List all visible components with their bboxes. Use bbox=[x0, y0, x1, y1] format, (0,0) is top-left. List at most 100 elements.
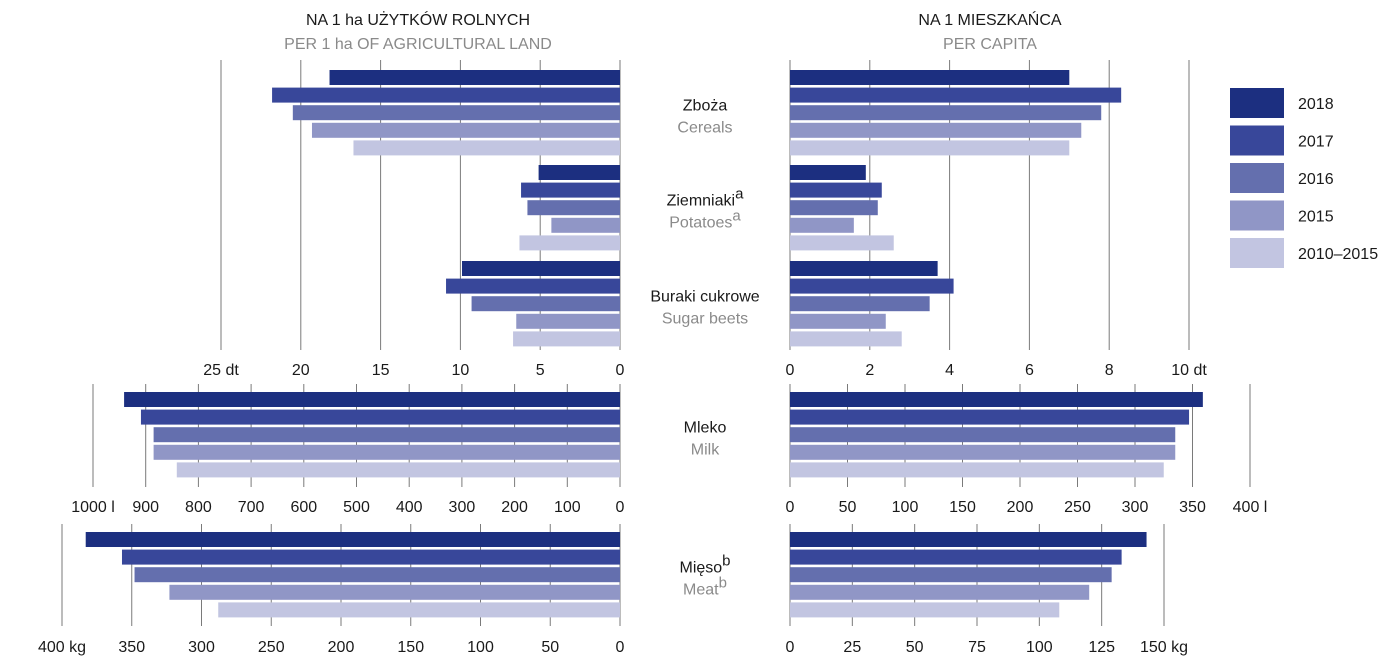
bar bbox=[790, 235, 894, 251]
legend-label: 2017 bbox=[1298, 134, 1334, 151]
tick-label: 6 bbox=[1025, 362, 1034, 379]
right-subtitle: PER CAPITA bbox=[943, 36, 1037, 53]
legend-swatch bbox=[1230, 200, 1284, 231]
bar bbox=[790, 549, 1122, 565]
tick-label: 5 bbox=[536, 362, 545, 379]
bar bbox=[513, 331, 620, 347]
tick-label: 0 bbox=[616, 499, 625, 516]
bar bbox=[527, 200, 620, 216]
footnote-marker: a bbox=[735, 186, 744, 203]
tick-label: 300 bbox=[1122, 499, 1149, 516]
category-label: Ziemniakia bbox=[667, 186, 744, 210]
tick-label: 50 bbox=[906, 639, 924, 656]
category-sublabel: Sugar beets bbox=[662, 311, 748, 328]
tick-label: 100 bbox=[1026, 639, 1053, 656]
category-sublabel: Potatoesa bbox=[669, 208, 741, 232]
tick-label: 200 bbox=[328, 639, 355, 656]
bar bbox=[790, 217, 854, 233]
tick-label: 350 bbox=[118, 639, 145, 656]
category-sublabel: Milk bbox=[691, 442, 720, 459]
bar bbox=[169, 584, 621, 600]
bar bbox=[218, 602, 621, 618]
tick-label: 0 bbox=[616, 639, 625, 656]
tick-label: 1000 l bbox=[71, 499, 115, 516]
bar bbox=[790, 87, 1122, 103]
bar bbox=[85, 532, 621, 547]
bar bbox=[790, 313, 886, 329]
bar bbox=[790, 409, 1190, 425]
bar bbox=[519, 235, 620, 251]
bar bbox=[790, 567, 1112, 583]
tick-label: 700 bbox=[238, 499, 265, 516]
bar bbox=[790, 427, 1176, 443]
legend-label: 2010–2015 bbox=[1298, 246, 1378, 263]
bar bbox=[516, 313, 620, 329]
category-sublabel: Cereals bbox=[677, 120, 732, 137]
legend-swatch bbox=[1230, 238, 1284, 268]
tick-label: 200 bbox=[1007, 499, 1034, 516]
tick-label: 400 bbox=[396, 499, 423, 516]
category-label: Mięsob bbox=[679, 553, 730, 577]
tick-label: 10 dt bbox=[1171, 362, 1207, 379]
tick-label: 800 bbox=[185, 499, 212, 516]
bar bbox=[790, 105, 1102, 121]
footnote-marker: b bbox=[719, 575, 727, 592]
bar bbox=[790, 140, 1070, 156]
tick-label: 25 dt bbox=[203, 362, 239, 379]
right-title: NA 1 MIESZKAŃCA bbox=[918, 10, 1061, 29]
bar bbox=[329, 70, 620, 85]
legend: 2018 2017 2016 2015 2010–2015 bbox=[1230, 88, 1378, 268]
bar bbox=[790, 462, 1164, 478]
tick-label: 10 bbox=[452, 362, 470, 379]
bar bbox=[153, 427, 621, 443]
legend-label: 2015 bbox=[1298, 209, 1334, 226]
bar bbox=[790, 182, 882, 198]
category-sublabel: Meatb bbox=[683, 575, 727, 599]
bar bbox=[140, 409, 620, 425]
bar bbox=[790, 602, 1060, 618]
bar bbox=[790, 261, 938, 276]
bar bbox=[790, 444, 1176, 460]
bar bbox=[446, 278, 620, 294]
tick-label: 50 bbox=[839, 499, 857, 516]
bar bbox=[790, 392, 1203, 407]
bar bbox=[790, 165, 866, 180]
tick-label: 400 l bbox=[1233, 499, 1268, 516]
tick-label: 8 bbox=[1105, 362, 1114, 379]
tick-label: 500 bbox=[343, 499, 370, 516]
tick-label: 0 bbox=[786, 499, 795, 516]
tick-label: 150 bbox=[397, 639, 424, 656]
footnote-marker: b bbox=[722, 553, 730, 570]
tick-label: 2 bbox=[865, 362, 874, 379]
bar bbox=[153, 444, 621, 460]
category-label: Buraki cukrowe bbox=[650, 289, 759, 306]
tick-label: 25 bbox=[843, 639, 861, 656]
tick-label: 200 bbox=[501, 499, 528, 516]
tick-label: 20 bbox=[292, 362, 310, 379]
tick-label: 125 bbox=[1088, 639, 1115, 656]
bar bbox=[521, 182, 620, 198]
category-label: Zboża bbox=[683, 98, 728, 115]
tick-label: 0 bbox=[786, 362, 795, 379]
bar bbox=[353, 140, 620, 156]
legend-swatch bbox=[1230, 88, 1284, 118]
bar bbox=[121, 549, 621, 565]
tick-label: 300 bbox=[188, 639, 215, 656]
bar bbox=[790, 278, 954, 294]
bar bbox=[311, 122, 620, 138]
bar bbox=[176, 462, 620, 478]
tick-label: 0 bbox=[616, 362, 625, 379]
legend-swatch bbox=[1230, 125, 1284, 156]
bar bbox=[471, 296, 620, 312]
bar bbox=[292, 105, 620, 121]
tick-label: 100 bbox=[467, 639, 494, 656]
category-label: Mleko bbox=[684, 420, 727, 437]
tick-label: 900 bbox=[132, 499, 159, 516]
bar bbox=[790, 122, 1082, 138]
bar bbox=[272, 87, 620, 103]
tick-label: 150 kg bbox=[1140, 639, 1188, 656]
tick-label: 100 bbox=[554, 499, 581, 516]
